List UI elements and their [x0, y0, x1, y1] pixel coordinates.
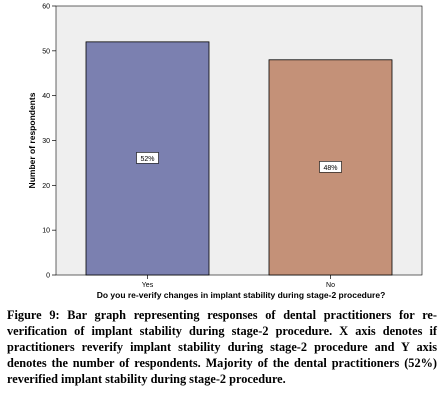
y-axis: 0 10 20 30 40 50 60 [42, 4, 56, 280]
y-tick-label: 20 [42, 183, 50, 190]
data-label-yes: 52% [136, 152, 159, 164]
y-tick-label: 10 [42, 228, 50, 235]
bar-chart: 52% 48% 0 10 20 30 40 50 60 Yes No Number of res… [27, 4, 423, 300]
data-label-text: 48% [323, 165, 337, 172]
y-axis-title: Number of respondents [27, 92, 37, 188]
data-label-box [319, 161, 342, 173]
y-tick-label: 30 [42, 138, 50, 145]
data-label-box [136, 152, 159, 164]
x-axis: Yes No [142, 275, 335, 289]
figure-caption: Figure 9: Bar graph representing respons… [7, 308, 437, 386]
x-tick-label: No [326, 282, 335, 289]
x-tick-label: Yes [142, 282, 154, 289]
y-tick-label: 0 [46, 273, 50, 280]
y-tick-label: 40 [42, 93, 50, 100]
data-label-no: 48% [319, 161, 342, 173]
y-tick-label: 50 [42, 48, 50, 55]
bars-layer: 52% 48% [85, 41, 393, 276]
y-tick-label: 60 [42, 4, 50, 11]
data-label-text: 52% [140, 156, 154, 163]
x-axis-title: Do you re-verify changes in implant stab… [97, 290, 386, 300]
